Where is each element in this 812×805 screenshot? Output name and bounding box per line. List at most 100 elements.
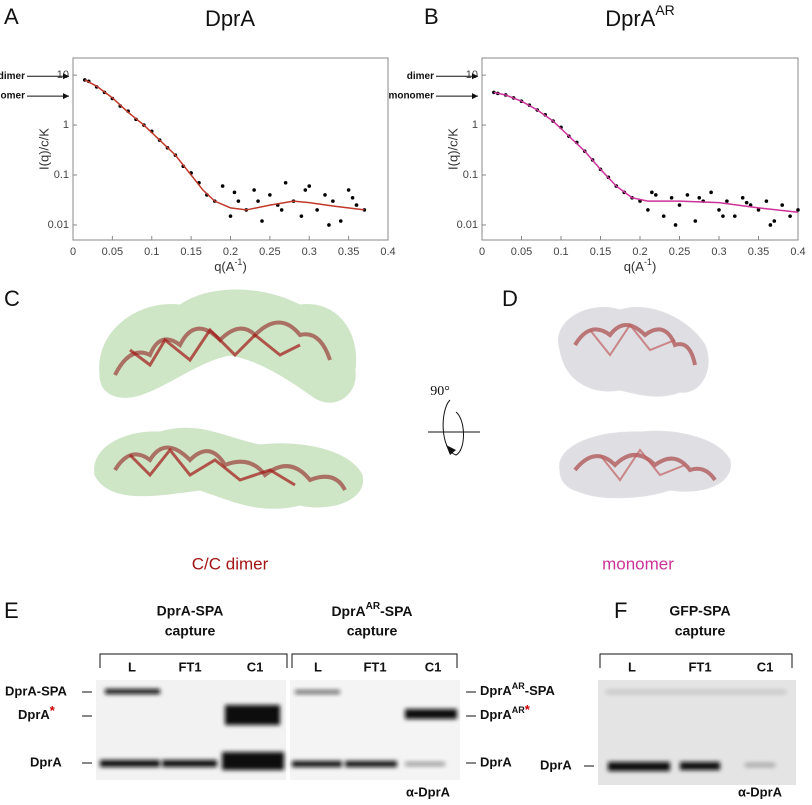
data-point: [220, 184, 225, 188]
panel-label: E: [4, 598, 19, 623]
panel-label: A: [4, 4, 19, 29]
y-tick-label: 0.1: [54, 169, 69, 181]
x-label-sup: -1: [644, 257, 652, 267]
fit-line: [493, 91, 799, 213]
data-point: [744, 200, 749, 205]
data-point: [315, 208, 319, 212]
antibody-label: α-DprA: [738, 784, 783, 799]
monomer-label: monomer: [602, 554, 674, 573]
data-point: [673, 223, 678, 227]
data-point: [788, 214, 792, 218]
gel-blot: [96, 680, 460, 780]
gel-title: capture: [675, 623, 726, 639]
data-point: [709, 190, 713, 195]
data-point: [323, 193, 327, 197]
title-text: DprA: [205, 6, 255, 31]
band-label: DprA: [480, 754, 512, 769]
x-axis-label: q(A-1): [214, 257, 247, 274]
x-tick-label: 0.1: [144, 246, 159, 258]
x-tick-label: 0.4: [380, 246, 395, 258]
saxs-charts: DprA 0 0.05 0.1 0.15 0.2 0.25 0.3 0.35 0.4 0.01 0.1…: [0, 2, 806, 275]
lane-label: C1: [757, 659, 774, 674]
panel-label: B: [424, 4, 439, 29]
data-point: [717, 208, 721, 212]
x-label-text: q(A: [624, 259, 645, 274]
x-tick-label: 0.2: [632, 246, 647, 258]
dimer-structure: [94, 289, 364, 509]
x-tick-label: 0.3: [302, 246, 317, 258]
marker-label: monomer: [0, 91, 25, 102]
data-point: [228, 214, 233, 218]
data-point: [236, 199, 241, 203]
x-label-end: ): [652, 259, 656, 274]
monomer-structure: [557, 306, 731, 499]
data-point: [654, 193, 658, 197]
x-tick-label: 0.1: [553, 246, 568, 258]
data-point: [283, 180, 288, 185]
data-point: [354, 203, 359, 207]
lane-bracket: [599, 653, 793, 668]
data-point: [733, 214, 737, 218]
x-tick-label: 0.3: [711, 246, 726, 258]
lane-bracket: [99, 653, 458, 668]
lane-label: FT1: [178, 659, 201, 674]
data-point: [327, 223, 331, 227]
plot-frame: [72, 57, 389, 241]
lane-label: L: [628, 659, 636, 674]
y-tick-label: 1: [63, 119, 69, 131]
gel-title: DprA-SPA: [157, 603, 224, 619]
data-point: [303, 188, 308, 192]
gel-title: capture: [347, 623, 398, 639]
x-tick-label: 0: [70, 246, 76, 258]
y-tick-label: 0.01: [457, 219, 478, 231]
y-tick-label: 1: [472, 119, 478, 131]
data-point: [764, 199, 769, 203]
y-axis-label: I(q)/c/K: [445, 128, 460, 170]
data-point: [307, 184, 312, 188]
lane-label: C1: [247, 659, 264, 674]
data-point: [256, 199, 260, 203]
x-tick-label: 0.15: [590, 246, 611, 258]
x-tick-label: 0.25: [259, 246, 280, 258]
data-point: [756, 208, 761, 212]
panel-label: D: [502, 286, 518, 311]
lane-label: FT1: [688, 659, 711, 674]
band-label: DprA*: [18, 703, 56, 722]
gel-title: GFP-SPA: [669, 603, 730, 619]
data-point: [677, 203, 682, 207]
data-point: [350, 195, 355, 200]
data-point: [646, 208, 650, 212]
data-point: [346, 188, 351, 192]
y-axis-label: I(q)/c/K: [36, 128, 51, 170]
lane-label: C1: [425, 659, 442, 674]
marker-label: monomer: [388, 91, 434, 102]
band-label: DprA-SPA: [5, 683, 67, 698]
chart-title: DprA: [205, 6, 255, 31]
x-tick-label: 0.05: [102, 246, 123, 258]
data-point: [650, 190, 654, 195]
dimer-label: C/C dimer: [192, 554, 269, 573]
data-point: [772, 219, 777, 223]
lane-label: L: [314, 659, 322, 674]
data-point: [693, 219, 698, 223]
data-point: [697, 195, 702, 200]
x-tick-label: 0.4: [790, 246, 805, 258]
band-tick: [82, 691, 476, 764]
data-point: [232, 190, 237, 195]
chart-title: DprAAR: [605, 2, 675, 31]
rotation-arrow: [428, 399, 480, 456]
gel-title: DprAAR-SPA: [331, 601, 412, 619]
band-label: DprAAR*: [480, 702, 531, 722]
data-point: [768, 223, 773, 227]
rotation-label: 90°: [430, 384, 450, 399]
antibody-label: α-DprA: [406, 784, 451, 799]
marker-arrowhead: [472, 93, 478, 100]
data-point: [331, 199, 335, 203]
data-point: [338, 219, 343, 223]
y-tick-label: 10: [57, 69, 69, 81]
data-point: [661, 214, 666, 218]
y-tick-label: 10: [466, 69, 478, 81]
x-tick-label: 0.35: [748, 246, 769, 258]
title-text: DprA: [605, 6, 655, 31]
